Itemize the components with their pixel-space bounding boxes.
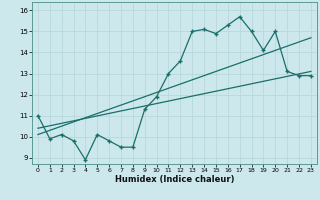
X-axis label: Humidex (Indice chaleur): Humidex (Indice chaleur) <box>115 175 234 184</box>
